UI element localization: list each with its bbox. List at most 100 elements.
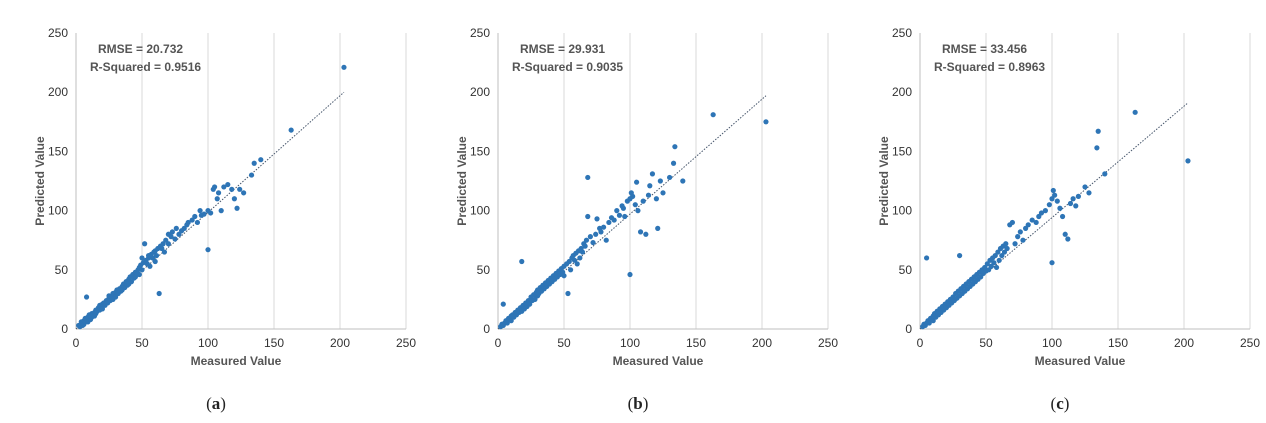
data-point [1046, 202, 1052, 208]
data-point [197, 208, 203, 214]
data-point [565, 290, 571, 297]
data-point [149, 255, 156, 261]
y-tick-label: 50 [899, 263, 913, 277]
data-point [1004, 245, 1010, 252]
data-point [587, 234, 593, 240]
scatter-chart-c: 0 50 100 150 200 250 0 50 100 150 200 250 Measured V… [877, 26, 1260, 368]
data-point [632, 202, 638, 208]
y-tick-label: 150 [48, 144, 68, 158]
data-point [655, 225, 661, 231]
y-tick-label: 200 [892, 85, 912, 99]
rmse-label: RMSE = 20.732 [98, 42, 183, 56]
data-point [139, 255, 145, 261]
data-point [986, 267, 992, 273]
data-point [181, 225, 187, 231]
data-point [667, 174, 673, 181]
x-tick-label: 250 [818, 336, 838, 350]
data-point [924, 255, 930, 261]
data-point [156, 290, 162, 297]
data-point [508, 318, 514, 324]
data-point [172, 236, 178, 242]
data-point [1001, 249, 1008, 255]
data-point [1033, 219, 1039, 226]
y-tick-label: 100 [48, 204, 68, 218]
data-point [1067, 200, 1074, 207]
y-tick-label: 50 [55, 263, 69, 277]
data-point [647, 183, 653, 189]
x-tick-label: 250 [396, 336, 416, 350]
data-point [1059, 213, 1066, 220]
y-axis-label: Predicted Value [877, 136, 891, 226]
data-point [1003, 241, 1009, 247]
data-point [192, 213, 198, 220]
y-tick-label: 100 [892, 204, 912, 218]
data-point [113, 294, 119, 300]
data-point [1017, 229, 1023, 235]
x-axis-label: Measured Value [613, 354, 704, 368]
y-tick-label: 150 [470, 144, 490, 158]
data-point [660, 190, 666, 196]
x-tick-label: 150 [1108, 336, 1128, 350]
x-tick-label: 0 [73, 336, 80, 350]
x-tick-label: 250 [1240, 336, 1260, 350]
y-axis-label: Predicted Value [455, 136, 469, 226]
data-point [527, 301, 533, 307]
data-point [519, 258, 525, 265]
data-point [241, 190, 247, 196]
data-point [670, 160, 677, 166]
x-tick-label: 200 [330, 336, 350, 350]
x-tick-label: 200 [752, 336, 772, 350]
data-point [208, 210, 214, 216]
data-point [630, 193, 636, 199]
data-point [1065, 236, 1071, 242]
data-point [504, 320, 510, 326]
data-point [176, 231, 182, 237]
data-point [1185, 158, 1191, 164]
data-point [957, 252, 963, 259]
data-point [1086, 190, 1092, 196]
data-point [601, 224, 607, 230]
x-tick-label: 0 [917, 336, 924, 350]
data-point [1023, 225, 1029, 231]
data-point [218, 208, 224, 214]
scatter-chart-b: 0 50 100 150 200 250 0 50 100 150 200 250 Measured V… [455, 26, 838, 368]
data-point [993, 264, 1000, 271]
data-point [635, 208, 641, 214]
data-point [194, 219, 201, 226]
x-tick-label: 100 [620, 336, 640, 350]
data-point [152, 258, 158, 265]
data-point [205, 247, 211, 253]
data-point [1042, 208, 1048, 214]
data-point [1036, 213, 1042, 220]
data-point [169, 229, 175, 235]
data-point [173, 225, 179, 231]
x-tick-label: 100 [1042, 336, 1062, 350]
data-point [579, 249, 586, 255]
data-point [568, 267, 574, 273]
data-point [1102, 171, 1108, 177]
data-point [83, 294, 90, 300]
data-point [574, 261, 580, 267]
y-tick-label: 0 [483, 322, 490, 336]
data-point [231, 196, 237, 202]
y-tick-label: 250 [48, 26, 68, 40]
data-point [248, 172, 255, 178]
rmse-label: RMSE = 29.931 [520, 42, 605, 56]
chart-panel-b: 0 50 100 150 200 250 0 50 100 150 200 250 Measured V… [422, 0, 844, 423]
data-point [1049, 260, 1055, 266]
data-point [620, 205, 626, 211]
r-squared-label: R-Squared = 0.8963 [934, 60, 1045, 74]
data-point [1029, 217, 1035, 223]
caption-c: (c) [1050, 394, 1070, 413]
data-point [649, 171, 656, 177]
data-point [577, 255, 583, 261]
data-point [930, 318, 936, 324]
data-point [288, 127, 294, 133]
data-point [1054, 198, 1060, 204]
data-point [159, 245, 165, 252]
data-point [128, 279, 135, 285]
data-point [237, 186, 243, 192]
data-point [185, 219, 191, 226]
x-tick-label: 50 [979, 336, 993, 350]
y-tick-label: 200 [48, 85, 68, 99]
